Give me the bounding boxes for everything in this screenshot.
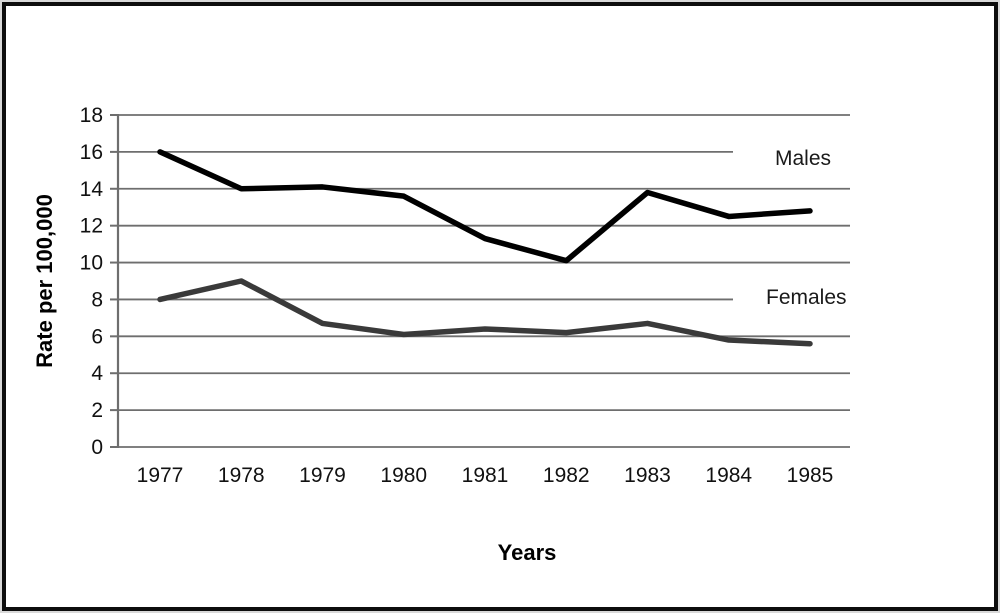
x-tick-label-1985: 1985 [787,464,834,487]
x-tick-label-1983: 1983 [624,464,671,487]
y-tick-label-0: 0 [91,436,103,459]
x-axis-title: Years [497,540,557,565]
y-tick-label-6: 6 [91,325,103,348]
x-tick-label-1982: 1982 [543,464,590,487]
y-axis-title: Rate per 100,000 [32,194,57,368]
x-tick-label-1981: 1981 [462,464,509,487]
y-tick-label-16: 16 [80,141,103,164]
y-tick-label-10: 10 [80,252,103,275]
y-tick-label-14: 14 [80,178,104,201]
females-line [157,278,813,347]
males-series-label: Males [775,147,832,170]
x-tick-label-1979: 1979 [299,464,346,487]
y-tick-label-4: 4 [91,362,103,385]
x-tick-label-1984: 1984 [705,464,752,487]
y-tick-label-2: 2 [91,399,103,422]
y-tick-label-8: 8 [91,288,103,311]
y-tick-label-12: 12 [80,215,103,238]
females-series-label: Females [766,286,847,309]
x-tick-label-1977: 1977 [137,464,184,487]
y-tick-label-18: 18 [80,104,103,127]
males-line [157,149,813,264]
x-tick-label-1980: 1980 [380,464,427,487]
x-tick-label-1978: 1978 [218,464,265,487]
